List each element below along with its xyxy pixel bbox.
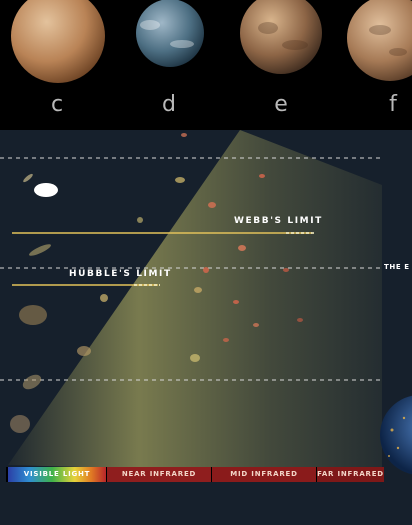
galaxy [34,183,58,197]
planet-c-label: c [50,92,64,117]
galaxy [203,267,209,273]
planet-d-label: d [162,92,176,117]
galaxy [223,338,229,342]
galaxy [100,294,108,302]
galaxy [259,174,265,178]
galaxy [175,177,185,183]
galaxy [238,245,246,251]
deep-field-diagram: WEBB'S LIMIT HUBBLE'S LIMIT THE E VISIBL… [0,130,412,525]
galaxy [194,287,202,293]
city-light [402,416,406,420]
planet-e-patch [258,22,278,34]
band-mid-infrared: MID INFRARED [212,467,316,482]
planet-f [347,0,412,81]
city-light [396,446,400,450]
planet-f-label: f [389,92,397,117]
galaxy [253,323,259,327]
galaxy [77,346,91,356]
galaxy [297,318,303,322]
hubble-limit-label: HUBBLE'S LIMIT [69,269,172,279]
galaxy [137,217,143,223]
planet-e-label: e [274,92,288,117]
galaxy [22,374,42,390]
earth [380,395,412,475]
galaxy [208,202,216,208]
galaxy [283,268,289,272]
planet-f-patch [389,48,407,56]
galaxy [10,415,30,433]
city-light [390,428,394,432]
planets-strip: c d e f [0,0,412,130]
galaxies [10,133,303,433]
galaxy [190,354,200,362]
planet-f-patch [369,25,391,35]
deep-field-svg [0,130,412,482]
webb-limit-label: WEBB'S LIMIT [234,216,323,226]
light-cone [8,130,382,475]
galaxy [19,305,47,325]
band-visible-light: VISIBLE LIGHT [8,467,106,482]
planet-d-cloud [140,20,160,30]
planet-d-cloud [170,40,194,48]
galaxy [29,244,51,256]
planet-d [136,0,204,67]
band-far-infrared: FAR INFRARED [317,467,384,482]
planet-c [11,0,105,83]
planets-svg [11,0,412,83]
galaxy [23,173,33,183]
edge-label: THE E [384,263,410,271]
galaxy [233,300,239,304]
band-near-infrared: NEAR INFRARED [107,467,211,482]
galaxy [181,133,187,137]
planet-e [240,0,322,74]
planet-e-patch [282,40,308,50]
city-light [388,455,390,457]
